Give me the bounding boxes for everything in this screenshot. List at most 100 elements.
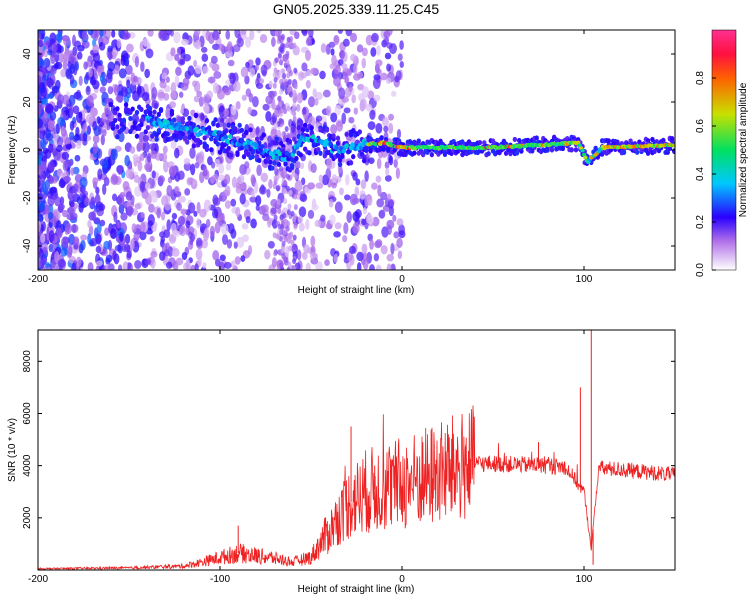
heat-cell: [75, 111, 83, 124]
spectrogram-xtick-label: -100: [210, 274, 230, 285]
heat-cell: [386, 30, 393, 36]
heat-cell: [286, 105, 291, 112]
heat-cell: [38, 200, 46, 211]
heat-cell: [227, 134, 233, 140]
heat-cell: [88, 67, 93, 78]
heat-cell: [75, 140, 82, 149]
heat-cell: [255, 195, 262, 206]
heat-cell: [63, 175, 71, 183]
heat-cell: [94, 158, 100, 166]
heat-cell: [361, 57, 367, 69]
heat-cell: [577, 143, 582, 148]
heat-cell: [369, 109, 376, 120]
heat-cell: [348, 160, 354, 166]
heat-cell: [63, 35, 71, 47]
heat-cell: [196, 218, 201, 229]
heat-cell: [136, 85, 142, 95]
heat-cell: [133, 174, 140, 184]
heat-cell: [296, 125, 301, 131]
heat-cell: [96, 260, 103, 267]
heat-cell: [287, 233, 292, 240]
heat-cell: [344, 131, 349, 137]
heat-cell: [250, 190, 256, 198]
heat-cell: [287, 79, 292, 86]
heat-cell: [47, 120, 54, 131]
heat-cell: [386, 263, 392, 270]
heat-cell: [170, 47, 176, 57]
heat-cell: [117, 264, 123, 270]
heat-cell: [88, 225, 94, 236]
heat-cell: [416, 138, 421, 144]
heat-cell: [288, 189, 293, 196]
heat-cell: [364, 170, 369, 183]
heat-cell: [214, 135, 220, 141]
heat-cell: [299, 193, 308, 203]
heat-cell: [273, 214, 278, 221]
heat-cell: [201, 53, 209, 63]
heat-cell: [573, 147, 579, 153]
heat-cell: [196, 201, 201, 214]
heat-cell: [194, 126, 199, 132]
heat-cell: [98, 203, 106, 211]
heat-cell: [328, 41, 336, 48]
heat-cell: [126, 262, 132, 270]
heat-cell: [390, 242, 395, 255]
heat-cell: [102, 183, 107, 196]
heat-cell: [326, 157, 332, 170]
heat-cell: [260, 172, 269, 183]
heat-cell: [285, 42, 290, 49]
heat-cell: [50, 67, 57, 75]
heat-cell: [56, 169, 64, 178]
heat-cell: [375, 175, 382, 183]
heat-cell: [180, 208, 187, 215]
heat-cell: [252, 96, 259, 108]
heat-cell: [124, 233, 131, 245]
heat-cell: [362, 207, 368, 215]
heat-cell: [235, 185, 242, 194]
heat-cell: [72, 46, 78, 56]
heat-cell: [344, 143, 349, 149]
heat-cell: [212, 82, 219, 94]
heat-cell: [344, 77, 349, 84]
heat-cell: [183, 54, 192, 62]
heat-cell: [340, 153, 345, 159]
heat-cell: [292, 105, 297, 112]
heat-cell: [267, 90, 274, 98]
heat-cell: [352, 171, 358, 181]
heat-cell: [202, 93, 211, 106]
heat-cell: [241, 223, 249, 230]
heat-cell: [311, 203, 319, 211]
heat-cell: [268, 179, 273, 189]
heat-cell: [280, 170, 285, 177]
heat-cell: [293, 193, 298, 200]
heat-cell: [47, 143, 54, 153]
heat-cell: [185, 259, 191, 270]
heat-cell: [280, 33, 285, 40]
heat-cell: [94, 193, 101, 206]
heat-cell: [338, 87, 346, 100]
heat-cell: [40, 233, 46, 244]
heat-cell: [272, 90, 277, 97]
heat-cell: [194, 30, 201, 37]
heat-cell: [205, 218, 211, 228]
heat-cell: [289, 165, 295, 171]
heat-cell: [170, 222, 177, 232]
heat-cell: [234, 256, 241, 265]
snr-ytick-label: 2000: [22, 506, 33, 529]
heat-cell: [110, 228, 117, 239]
heat-cell: [112, 117, 118, 124]
heat-cell: [92, 142, 98, 155]
heat-cell: [61, 131, 69, 143]
heat-cell: [351, 154, 356, 160]
heat-cell: [294, 262, 301, 270]
heat-cell: [231, 176, 237, 189]
heat-cell: [126, 206, 134, 215]
heat-cell: [322, 89, 331, 98]
heat-cell: [372, 77, 381, 90]
heat-cell: [207, 76, 216, 84]
heat-cell: [283, 229, 288, 236]
heat-cell: [38, 58, 45, 67]
heat-cell: [108, 50, 113, 61]
heat-cell: [176, 47, 181, 56]
heat-cell: [514, 150, 520, 156]
